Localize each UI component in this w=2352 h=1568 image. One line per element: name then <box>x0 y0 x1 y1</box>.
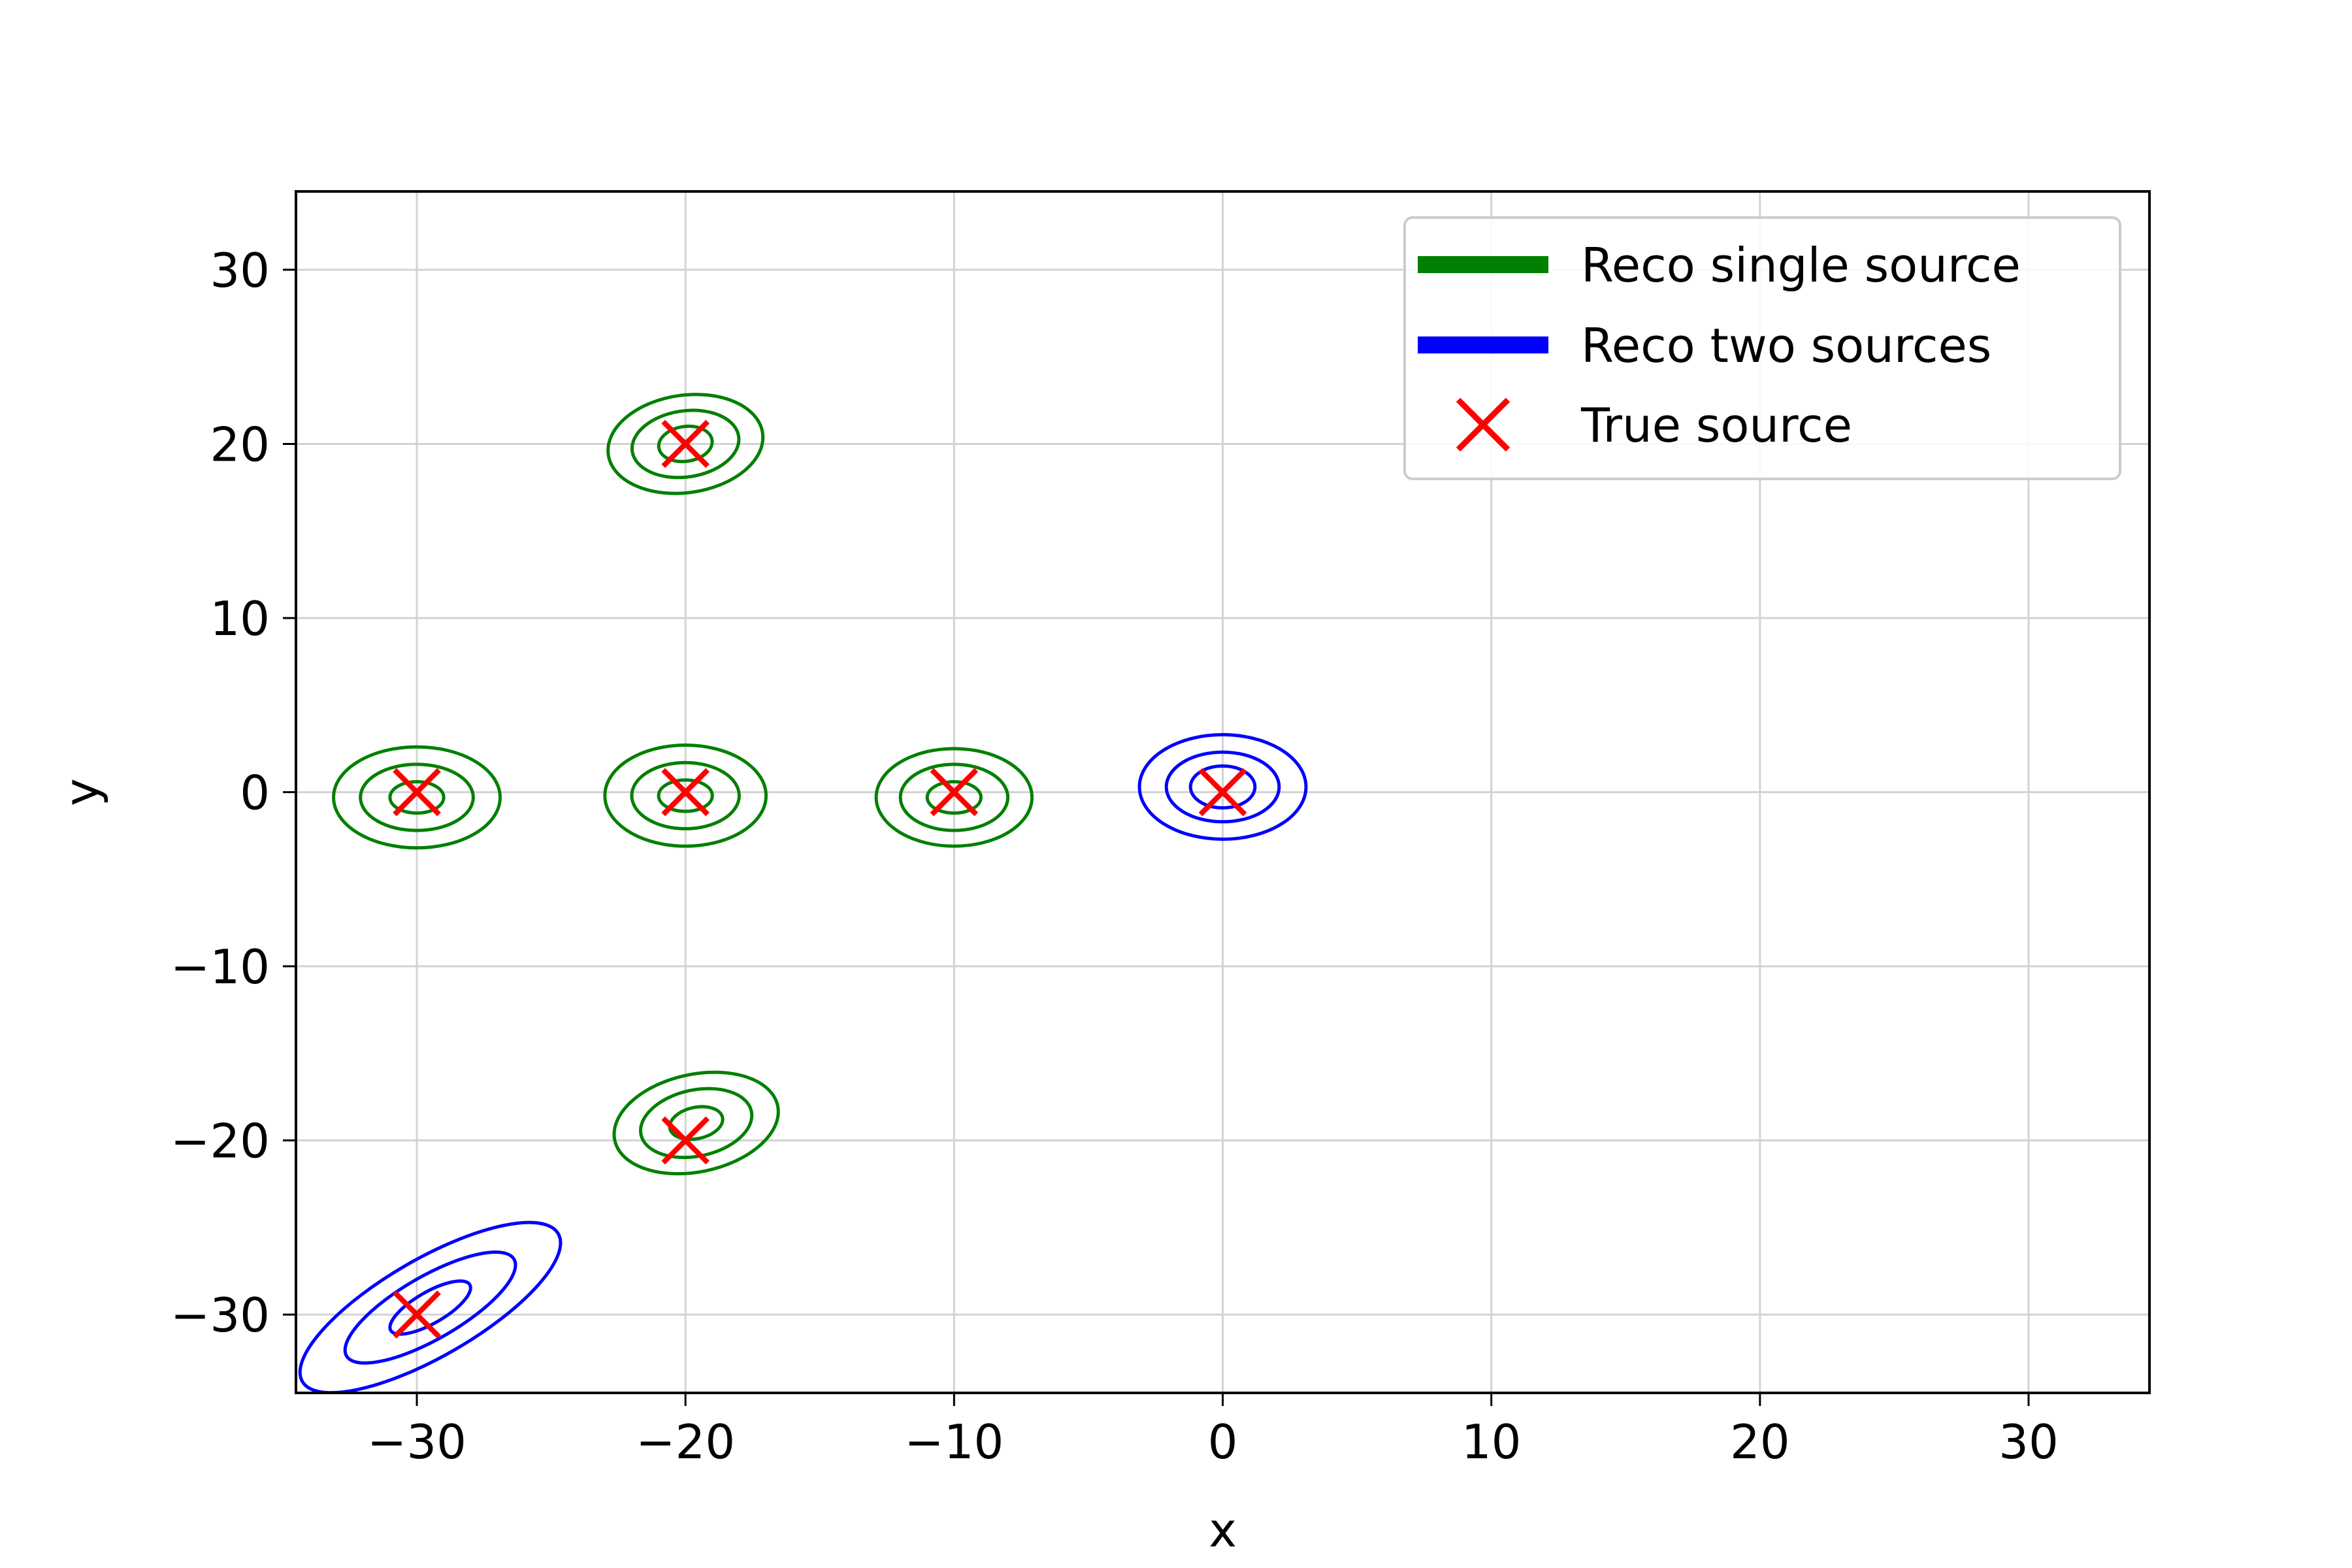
contour-line <box>1164 750 1281 824</box>
contour-line <box>630 760 741 830</box>
contour-layer <box>298 393 1308 1393</box>
contour-line <box>630 408 741 480</box>
true-source-markers <box>393 419 1247 1339</box>
legend-entry: True source <box>1456 397 1852 453</box>
legend-box <box>1403 216 2121 480</box>
contour-line <box>657 778 714 813</box>
contour-line <box>925 780 983 815</box>
contour-line <box>332 745 502 850</box>
y-tick-label: −20 <box>171 1114 270 1169</box>
y-axis-label: y <box>54 778 109 806</box>
y-tick-label: 20 <box>210 417 270 472</box>
contour-group <box>1137 733 1308 841</box>
true-source-marker <box>393 768 441 817</box>
legend-entry: Reco single source <box>1418 238 2021 293</box>
legend-entry: Reco two sources <box>1418 318 1991 373</box>
contour-line <box>343 1250 517 1365</box>
contour-line <box>359 762 475 832</box>
y-tick-label: −10 <box>171 939 270 994</box>
legend-label: Reco single source <box>1581 238 2021 293</box>
legend-label: Reco two sources <box>1581 318 1991 373</box>
x-tick-label: 20 <box>1730 1414 1790 1469</box>
contour-line <box>668 1105 725 1141</box>
x-tick-label: 30 <box>1999 1414 2059 1469</box>
contour-group <box>603 743 768 848</box>
contour-line <box>657 424 714 463</box>
contour-line <box>612 1070 780 1176</box>
x-axis-label: x <box>1209 1503 1237 1558</box>
x-tick-label: −20 <box>636 1414 735 1469</box>
y-tick-label: −30 <box>171 1288 270 1343</box>
legend-label: True source <box>1580 398 1852 453</box>
series-reco-two-sources <box>298 733 1308 1393</box>
y-tick-label: 0 <box>240 766 270 821</box>
true-source-marker <box>661 1116 710 1165</box>
contour-line <box>898 762 1010 832</box>
legend: Reco single source Reco two sources True s… <box>1403 216 2121 480</box>
contour-line <box>874 747 1034 848</box>
contour-group <box>606 393 765 495</box>
x-tick-label: 0 <box>1208 1414 1238 1469</box>
contour-line <box>298 1220 563 1393</box>
contour-group <box>332 745 502 850</box>
legend-marker-icon <box>1456 397 1511 452</box>
x-tick-label: −30 <box>367 1414 466 1469</box>
y-tick-label: 30 <box>210 243 270 298</box>
contour-line <box>1137 733 1308 841</box>
contour-group <box>298 1220 563 1393</box>
true-source-marker <box>393 1290 441 1339</box>
series-reco-single-source <box>332 393 1034 1176</box>
y-tick-label: 10 <box>210 591 270 646</box>
contour-group <box>874 747 1034 848</box>
true-source-marker <box>930 768 979 817</box>
contour-line <box>1188 764 1257 809</box>
axis-ticks: −30 −20 −10 0 10 20 30 −30 −20 −10 0 10 20 30 <box>171 243 2059 1469</box>
true-source-marker <box>661 419 710 468</box>
true-source-marker <box>661 768 710 817</box>
contour-line <box>603 743 768 848</box>
contour-line <box>388 780 446 815</box>
x-tick-label: −10 <box>904 1414 1004 1469</box>
true-source-marker <box>1198 768 1247 817</box>
x-tick-label: 10 <box>1462 1414 1522 1469</box>
contour-line <box>388 1279 472 1336</box>
contour-line <box>606 393 765 495</box>
